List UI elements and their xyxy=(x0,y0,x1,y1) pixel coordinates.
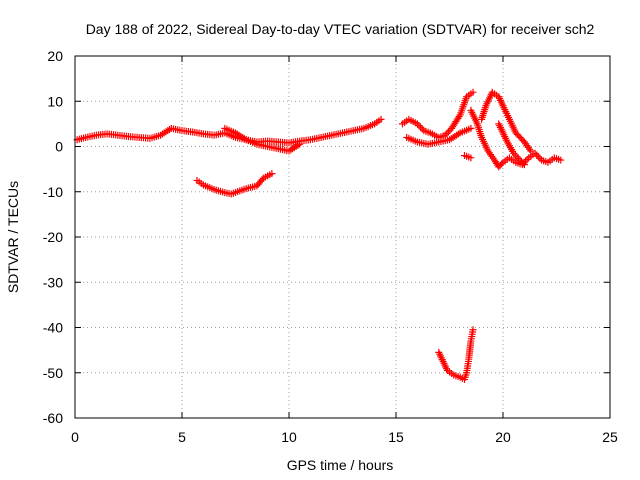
data-point xyxy=(455,113,463,121)
y-tick-label: -50 xyxy=(43,365,63,381)
data-point xyxy=(510,149,518,157)
data-point xyxy=(415,122,423,130)
y-tick-label: -40 xyxy=(43,320,63,336)
grid xyxy=(75,56,610,418)
data-point xyxy=(268,170,276,178)
y-axis-label: SDTVAR / TECUs xyxy=(5,181,21,293)
data-point xyxy=(467,154,475,162)
data-point xyxy=(520,161,528,169)
data-point xyxy=(519,159,527,167)
y-tick-label: -60 xyxy=(43,410,63,426)
data-point xyxy=(469,326,477,334)
data-point xyxy=(469,88,477,96)
data-point xyxy=(523,156,531,164)
axis-ticks: 0 5 10 15 20 25 20 10 0 -10 -20 -30 -40 -50 -60 xyxy=(43,48,618,445)
y-tick-label: -20 xyxy=(43,229,63,245)
x-tick-label: 15 xyxy=(388,429,404,445)
data-point xyxy=(377,115,385,123)
data-point xyxy=(296,140,304,148)
data-point xyxy=(418,125,426,133)
x-tick-label: 5 xyxy=(178,429,186,445)
y-tick-label: 0 xyxy=(55,139,63,155)
data-point xyxy=(417,123,425,131)
data-point xyxy=(444,128,452,136)
data-point xyxy=(531,149,539,157)
y-tick-label: 10 xyxy=(47,93,63,109)
data-point xyxy=(527,147,535,155)
data-point xyxy=(557,156,565,164)
x-axis-label: GPS time / hours xyxy=(287,457,394,473)
chart-title: Day 188 of 2022, Sidereal Day-to-day VTE… xyxy=(86,21,595,37)
data-point xyxy=(467,124,475,132)
data-point xyxy=(413,120,421,128)
data-point xyxy=(498,160,506,168)
data-point xyxy=(515,154,523,162)
data-point xyxy=(534,153,542,161)
x-tick-label: 10 xyxy=(281,429,297,445)
data-points xyxy=(73,88,565,384)
x-tick-label: 25 xyxy=(602,429,618,445)
data-point xyxy=(511,151,519,159)
data-point xyxy=(533,151,541,159)
x-tick-label: 0 xyxy=(71,429,79,445)
y-tick-label: -10 xyxy=(43,184,63,200)
data-point xyxy=(513,153,521,161)
y-tick-label: -30 xyxy=(43,274,63,290)
y-tick-label: 20 xyxy=(47,48,63,64)
data-point xyxy=(443,129,451,137)
x-tick-label: 20 xyxy=(495,429,511,445)
data-point xyxy=(536,154,544,162)
